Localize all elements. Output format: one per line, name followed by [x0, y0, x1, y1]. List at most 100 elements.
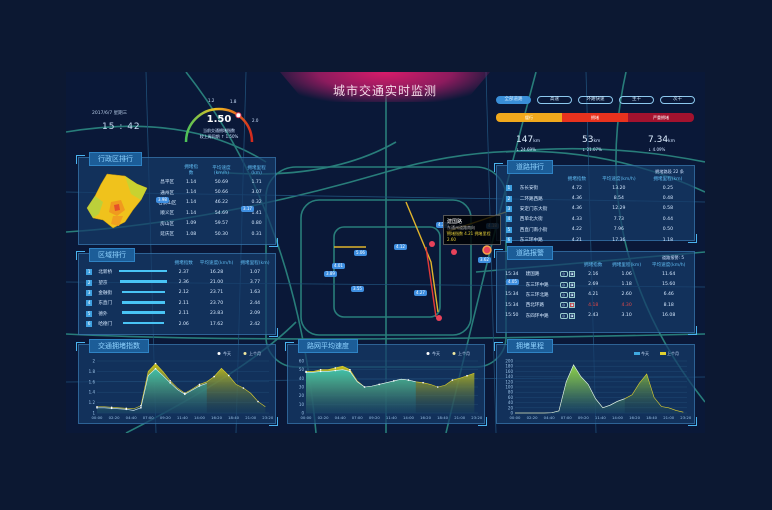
data-point[interactable]	[407, 379, 410, 381]
table-row[interactable]: 15:50 东四环中路 ◎ ▣ 2.43 3.10 16.08	[501, 311, 691, 321]
data-point[interactable]	[349, 368, 351, 371]
table-row[interactable]: 1 北新桥 2.37 16.28 1.07	[83, 267, 273, 277]
filter-button[interactable]: 高速	[537, 96, 572, 104]
legend-label[interactable]: 上个月	[249, 350, 261, 356]
table-row[interactable]: 昌平区 1.14 50.69 1.71	[155, 177, 273, 187]
y-tick-label: 30	[299, 385, 305, 390]
rank-badge: 5	[86, 310, 93, 317]
data-point[interactable]	[393, 380, 395, 382]
table-row[interactable]: 15:34 西北环路 ◎ ▣ 4.18 4.30 8.18	[501, 300, 691, 310]
video-icon[interactable]: ▣	[569, 291, 576, 298]
filter-button[interactable]: 主干	[619, 96, 654, 104]
table-row[interactable]: 通州区 1.14 50.66 3.07	[155, 187, 273, 197]
legend-label[interactable]: 今天	[432, 350, 440, 356]
data-point[interactable]	[422, 381, 424, 384]
filter-button[interactable]: 次干	[660, 96, 695, 104]
data-point[interactable]	[198, 383, 201, 386]
alarm-marker[interactable]	[482, 245, 492, 255]
legend-label[interactable]: 上个月	[667, 350, 679, 356]
data-point[interactable]	[334, 369, 337, 372]
data-point[interactable]	[110, 407, 113, 410]
data-point[interactable]	[125, 408, 128, 411]
data-point[interactable]	[198, 385, 201, 387]
alarm-marker[interactable]	[436, 315, 442, 321]
road-index-label[interactable]: 4.27	[414, 290, 427, 296]
district-name: 石景山区	[158, 200, 177, 206]
data-point[interactable]	[169, 379, 171, 382]
alarm-marker[interactable]	[429, 241, 435, 247]
data-point[interactable]	[140, 407, 142, 409]
road-index-label[interactable]: 3.98	[156, 197, 169, 203]
road-index-label[interactable]: 5.06	[354, 250, 367, 256]
table-row[interactable]: 延庆区 1.08 50.30 0.31	[155, 229, 273, 239]
index-bar	[122, 311, 165, 314]
road-index-label[interactable]: 3.17	[241, 206, 254, 212]
table-row[interactable]: 2 望京 2.36 21.00 3.77	[83, 277, 273, 287]
table-row[interactable]: 4 西单北大街 4.33 7.73 0.44	[501, 214, 691, 224]
table-row[interactable]: 4 东直门 2.11 23.70 2.44	[83, 298, 273, 308]
data-point[interactable]	[227, 374, 230, 377]
legend-label[interactable]: 上个月	[458, 350, 470, 356]
x-tick-label: 14:00	[612, 415, 624, 420]
table-row[interactable]: 2 二环路西路 4.36 8.54 0.48	[501, 193, 691, 203]
data-point[interactable]	[213, 375, 215, 378]
locate-icon[interactable]: ◎	[559, 291, 568, 298]
locate-icon[interactable]: ◎	[559, 281, 568, 288]
data-point[interactable]	[349, 370, 351, 373]
table-row[interactable]: 1 东长安街 4.72 13.20 0.25	[501, 183, 691, 193]
road-index-label[interactable]: 3.55	[351, 286, 364, 292]
legend-label[interactable]: 今天	[641, 350, 649, 356]
table-row[interactable]: 3 安定门东大街 4.36 12.29 0.58	[501, 204, 691, 214]
video-icon[interactable]: ▣	[569, 302, 576, 309]
locate-icon[interactable]: ◎	[559, 302, 568, 309]
table-row[interactable]: 6 东三环中路 4.21 17.36 1.18	[501, 235, 691, 245]
alarm-marker[interactable]	[451, 249, 457, 255]
data-point[interactable]	[319, 370, 322, 373]
data-point[interactable]	[169, 382, 171, 384]
table-row[interactable]: 顺义区 1.14 54.69 1.41	[155, 208, 273, 218]
video-icon[interactable]: ▣	[569, 312, 576, 319]
data-point[interactable]	[319, 368, 322, 371]
panel-title: 道路排行	[507, 160, 553, 174]
beijing-district-map[interactable]	[85, 170, 151, 230]
data-point[interactable]	[334, 367, 337, 369]
road-index-label[interactable]: 4.33	[436, 222, 449, 228]
locate-icon[interactable]: ◎	[559, 312, 568, 319]
series-area	[515, 364, 684, 413]
road-index-label[interactable]: 4.05	[506, 279, 519, 285]
video-icon[interactable]: ▣	[569, 271, 576, 278]
video-icon[interactable]: ▣	[569, 281, 576, 288]
data-point[interactable]	[242, 387, 245, 389]
data-point[interactable]	[305, 371, 307, 374]
legend-label[interactable]: 今天	[223, 350, 231, 356]
table-row[interactable]: 3 金融街 2.12 23.71 1.63	[83, 288, 273, 298]
table-row[interactable]: 6 哈德门 2.06 17.62 2.42	[83, 319, 273, 329]
filter-button[interactable]: 全部道路	[496, 96, 531, 104]
table-cell: 50.66	[214, 190, 229, 196]
filter-button[interactable]: 环路快速	[578, 96, 613, 104]
data-point[interactable]	[154, 362, 157, 365]
table-row[interactable]: 15:34 建国路 ◎ ▣ 2.16 1.06 11.64	[501, 269, 691, 279]
road-index-label[interactable]: 3.62	[478, 257, 491, 263]
data-point[interactable]	[451, 379, 454, 381]
road-index-label[interactable]: 3.89	[324, 271, 337, 277]
road-index-label[interactable]: 4.01	[332, 263, 345, 269]
stat-value: 147	[516, 135, 534, 145]
data-point[interactable]	[378, 383, 380, 386]
data-point[interactable]	[257, 400, 259, 403]
data-point[interactable]	[466, 374, 468, 377]
data-point[interactable]	[154, 368, 157, 370]
road-index-label[interactable]: 4.12	[394, 244, 407, 250]
index-bar	[121, 290, 165, 294]
locate-icon[interactable]: ◎	[559, 271, 568, 278]
data-point[interactable]	[184, 393, 186, 396]
table-row[interactable]: 房山区 1.09 59.57 0.80	[155, 219, 273, 229]
data-point[interactable]	[363, 386, 366, 388]
table-row[interactable]: 5 西直门南小街 4.22 7.96 0.50	[501, 225, 691, 235]
data-point[interactable]	[436, 386, 439, 388]
table-row[interactable]: 15:34 东三环北路 ◎ ▣ 4.21 2.60 6.46	[501, 290, 691, 300]
data-point[interactable]	[96, 407, 98, 409]
table-row[interactable]: 5 德外 2.11 23.83 2.09	[83, 309, 273, 319]
table-row[interactable]: 石景山区 1.14 46.22 0.32	[155, 198, 273, 208]
